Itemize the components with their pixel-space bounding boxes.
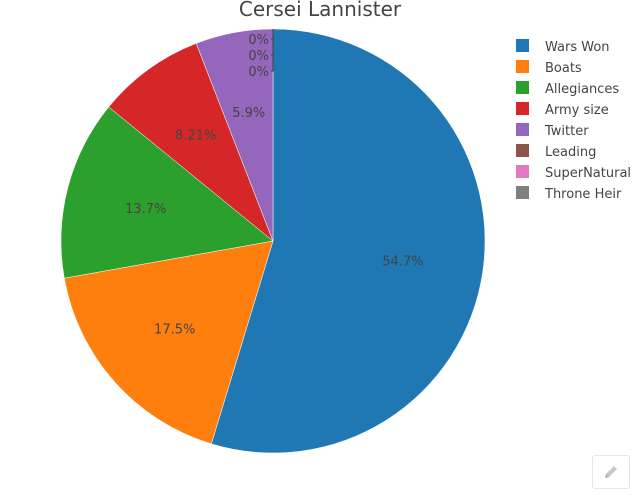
legend-label-twitter: Twitter	[544, 124, 589, 139]
legend-swatch-throne-heir	[516, 186, 529, 199]
slice-label-boats: 17.5%	[154, 322, 195, 337]
legend-item-wars-won[interactable]: Wars Won	[516, 39, 610, 55]
pie-slice-boats[interactable]	[63, 240, 274, 445]
legend-swatch-allegiances	[516, 81, 529, 94]
pie-slice-labels: 54.7%17.5%13.7%8.21%5.9%0%0%0%	[125, 29, 424, 337]
slice-label-wars-won: 54.7%	[382, 254, 423, 269]
pie-slice-wars-won[interactable]	[211, 28, 486, 454]
legend-item-leading[interactable]: Leading	[516, 144, 596, 160]
legend-item-throne-heir[interactable]: Throne Heir	[516, 186, 622, 202]
legend-label-supernatural: SuperNatural	[545, 166, 631, 181]
legend-swatch-boats	[516, 60, 529, 73]
legend-item-army-size[interactable]: Army size	[516, 102, 609, 118]
legend-label-army-size: Army size	[545, 103, 609, 118]
pie-slice-allegiances[interactable]	[60, 106, 274, 279]
pie-slice-army-size[interactable]	[108, 43, 274, 242]
legend-swatch-leading	[516, 144, 529, 157]
legend-label-leading: Leading	[545, 145, 596, 160]
slice-label-supernatural: 0%	[248, 49, 269, 64]
legend-swatch-supernatural	[516, 165, 529, 178]
legend-item-allegiances[interactable]: Allegiances	[516, 81, 619, 97]
leader-line-throne-heir	[271, 29, 274, 72]
pie-slices	[60, 28, 486, 454]
legend-label-allegiances: Allegiances	[545, 82, 619, 97]
legend-label-throne-heir: Throne Heir	[544, 187, 622, 202]
chart-title: Cersei Lannister	[239, 0, 402, 21]
slice-label-army-size: 8.21%	[175, 129, 216, 144]
legend-swatch-twitter	[516, 123, 529, 136]
slice-label-throne-heir: 0%	[248, 65, 269, 80]
legend-item-supernatural[interactable]: SuperNatural	[516, 165, 631, 181]
slice-label-leading: 0%	[248, 33, 269, 48]
legend-swatch-army-size	[516, 102, 529, 115]
slice-label-allegiances: 13.7%	[125, 202, 166, 217]
pencil-icon	[605, 466, 617, 478]
legend-swatch-wars-won	[516, 39, 529, 52]
legend-item-twitter[interactable]: Twitter	[516, 123, 589, 139]
legend-label-wars-won: Wars Won	[545, 40, 610, 55]
slice-label-twitter: 5.9%	[232, 106, 265, 121]
legend-item-boats[interactable]: Boats	[516, 60, 582, 76]
legend-label-boats: Boats	[545, 61, 582, 76]
edit-chart-button[interactable]	[592, 455, 630, 489]
legend: Wars Won Boats Allegiances Army size Twitter…	[516, 39, 631, 202]
